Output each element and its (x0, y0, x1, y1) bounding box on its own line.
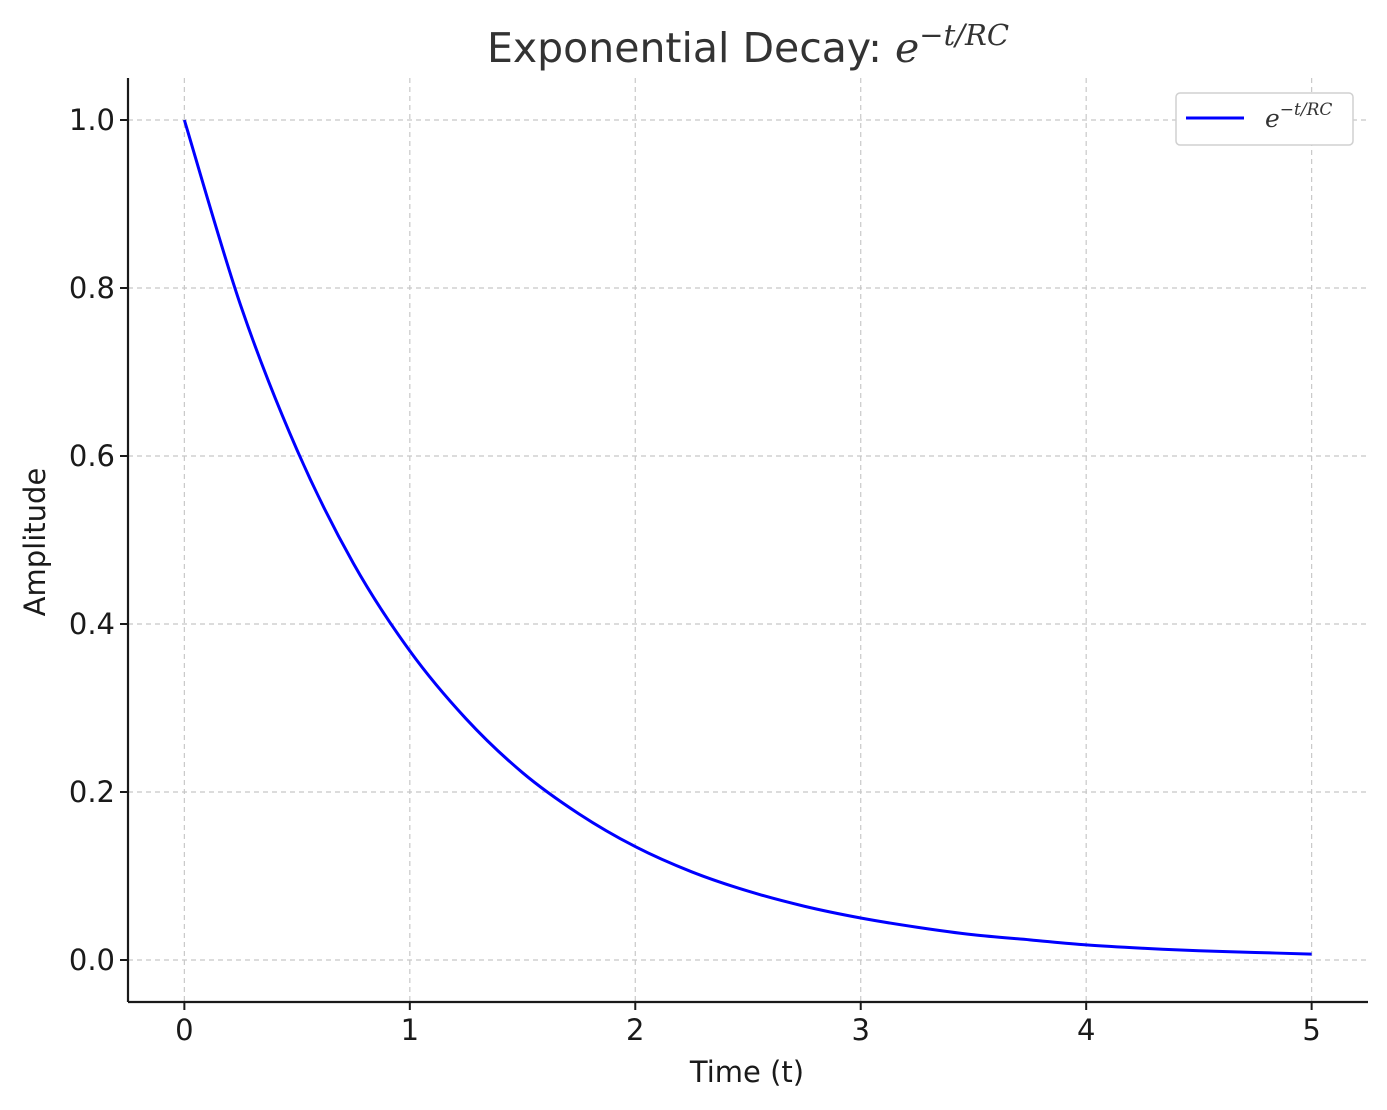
y-tick-label: 1.0 (69, 103, 115, 137)
y-tick-label: 0.6 (69, 439, 115, 473)
chart-title-prefix: Exponential Decay: (487, 24, 895, 72)
series-layer (182, 119, 1312, 956)
legend-label-exponent: −t/RC (1280, 100, 1333, 120)
y-axis-label: Amplitude (18, 468, 52, 617)
x-tick-label: 5 (1302, 1013, 1320, 1047)
y-tick-label: 0.2 (69, 775, 115, 809)
grid (128, 78, 1368, 1002)
x-tick-label: 4 (1077, 1013, 1095, 1047)
y-tick-label: 0.0 (69, 943, 115, 977)
chart-title-exponent: −t/RC (919, 18, 1009, 52)
chart-title-base: e (895, 24, 919, 72)
x-tick-label: 2 (626, 1013, 644, 1047)
legend-label: e−t/RC (1265, 100, 1332, 133)
x-tick-label: 3 (852, 1013, 870, 1047)
x-axis-ticks: 0 1 2 3 4 5 (175, 1002, 1321, 1047)
x-axis-label: Time (t) (689, 1055, 804, 1089)
y-axis-ticks: 0.0 0.2 0.4 0.6 0.8 1.0 (69, 103, 128, 977)
legend-frame (1175, 92, 1354, 146)
y-tick-label: 0.8 (69, 271, 115, 305)
x-tick-label: 1 (401, 1013, 419, 1047)
series-line-0 (182, 119, 1312, 956)
x-tick-label: 0 (175, 1013, 193, 1047)
chart-title: Exponential Decay: e−t/RC (487, 18, 1009, 72)
legend-label-base: e (1265, 104, 1280, 133)
y-tick-label: 0.4 (69, 607, 115, 641)
legend: e−t/RC (1175, 92, 1354, 146)
